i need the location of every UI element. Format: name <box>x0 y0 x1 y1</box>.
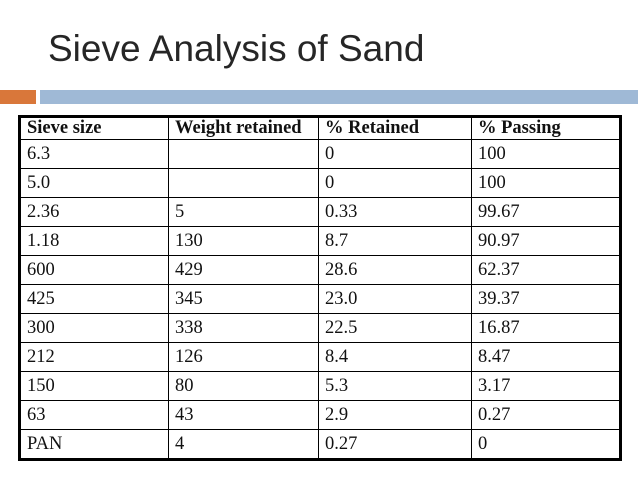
cell-weight-retained: 43 <box>168 400 319 430</box>
cell-percent-retained: 0 <box>318 139 472 169</box>
cell-percent-retained: 23.0 <box>318 284 472 314</box>
cell-percent-passing: 90.97 <box>471 226 620 256</box>
cell-percent-passing: 100 <box>471 168 620 198</box>
cell-percent-retained: 5.3 <box>318 371 472 401</box>
table-header-row: Sieve size Weight retained % Retained % … <box>20 117 620 140</box>
table-row: 150 80 5.3 3.17 <box>20 371 620 401</box>
cell-weight-retained <box>168 168 319 198</box>
cell-weight-retained: 338 <box>168 313 319 343</box>
cell-sieve-size: 150 <box>20 371 169 401</box>
cell-weight-retained: 126 <box>168 342 319 372</box>
cell-percent-retained: 8.4 <box>318 342 472 372</box>
cell-percent-passing: 39.37 <box>471 284 620 314</box>
table-row: 1.18 130 8.7 90.97 <box>20 226 620 256</box>
cell-weight-retained: 429 <box>168 255 319 285</box>
cell-sieve-size: 300 <box>20 313 169 343</box>
cell-percent-retained: 0.27 <box>318 429 472 459</box>
header-weight-retained: Weight retained <box>168 117 319 140</box>
cell-percent-retained: 0 <box>318 168 472 198</box>
table-row: 300 338 22.5 16.87 <box>20 313 620 343</box>
table-row: 212 126 8.4 8.47 <box>20 342 620 372</box>
table-row: 5.0 0 100 <box>20 168 620 198</box>
cell-weight-retained: 345 <box>168 284 319 314</box>
accent-bar-orange <box>0 90 36 104</box>
cell-percent-retained: 22.5 <box>318 313 472 343</box>
cell-percent-passing: 100 <box>471 139 620 169</box>
slide-title: Sieve Analysis of Sand <box>48 28 425 69</box>
cell-percent-retained: 8.7 <box>318 226 472 256</box>
cell-sieve-size: 63 <box>20 400 169 430</box>
table-row: 63 43 2.9 0.27 <box>20 400 620 430</box>
cell-percent-passing: 8.47 <box>471 342 620 372</box>
sieve-analysis-table: Sieve size Weight retained % Retained % … <box>18 115 622 461</box>
cell-percent-passing: 3.17 <box>471 371 620 401</box>
cell-weight-retained <box>168 139 319 169</box>
cell-percent-passing: 99.67 <box>471 197 620 227</box>
table-body: 6.3 0 100 5.0 0 100 2.36 5 0.33 99.67 1.18 130 8.7 90… <box>20 139 620 459</box>
header-percent-passing: % Passing <box>471 117 620 140</box>
cell-percent-passing: 16.87 <box>471 313 620 343</box>
table-row: 600 429 28.6 62.37 <box>20 255 620 285</box>
cell-sieve-size: 600 <box>20 255 169 285</box>
table-row: 425 345 23.0 39.37 <box>20 284 620 314</box>
cell-weight-retained: 4 <box>168 429 319 459</box>
header-sieve-size: Sieve size <box>20 117 169 140</box>
cell-sieve-size: 6.3 <box>20 139 169 169</box>
cell-percent-passing: 62.37 <box>471 255 620 285</box>
cell-percent-retained: 2.9 <box>318 400 472 430</box>
cell-percent-passing: 0 <box>471 429 620 459</box>
accent-bar-blue <box>40 90 638 104</box>
header-percent-retained: % Retained <box>318 117 472 140</box>
cell-percent-retained: 0.33 <box>318 197 472 227</box>
data-table: Sieve size Weight retained % Retained % … <box>20 117 620 459</box>
table-row: PAN 4 0.27 0 <box>20 429 620 459</box>
cell-sieve-size: 2.36 <box>20 197 169 227</box>
cell-sieve-size: PAN <box>20 429 169 459</box>
cell-sieve-size: 212 <box>20 342 169 372</box>
table-row: 6.3 0 100 <box>20 139 620 169</box>
table-row: 2.36 5 0.33 99.67 <box>20 197 620 227</box>
cell-weight-retained: 5 <box>168 197 319 227</box>
cell-sieve-size: 425 <box>20 284 169 314</box>
cell-percent-passing: 0.27 <box>471 400 620 430</box>
cell-weight-retained: 130 <box>168 226 319 256</box>
cell-percent-retained: 28.6 <box>318 255 472 285</box>
cell-sieve-size: 1.18 <box>20 226 169 256</box>
cell-sieve-size: 5.0 <box>20 168 169 198</box>
cell-weight-retained: 80 <box>168 371 319 401</box>
